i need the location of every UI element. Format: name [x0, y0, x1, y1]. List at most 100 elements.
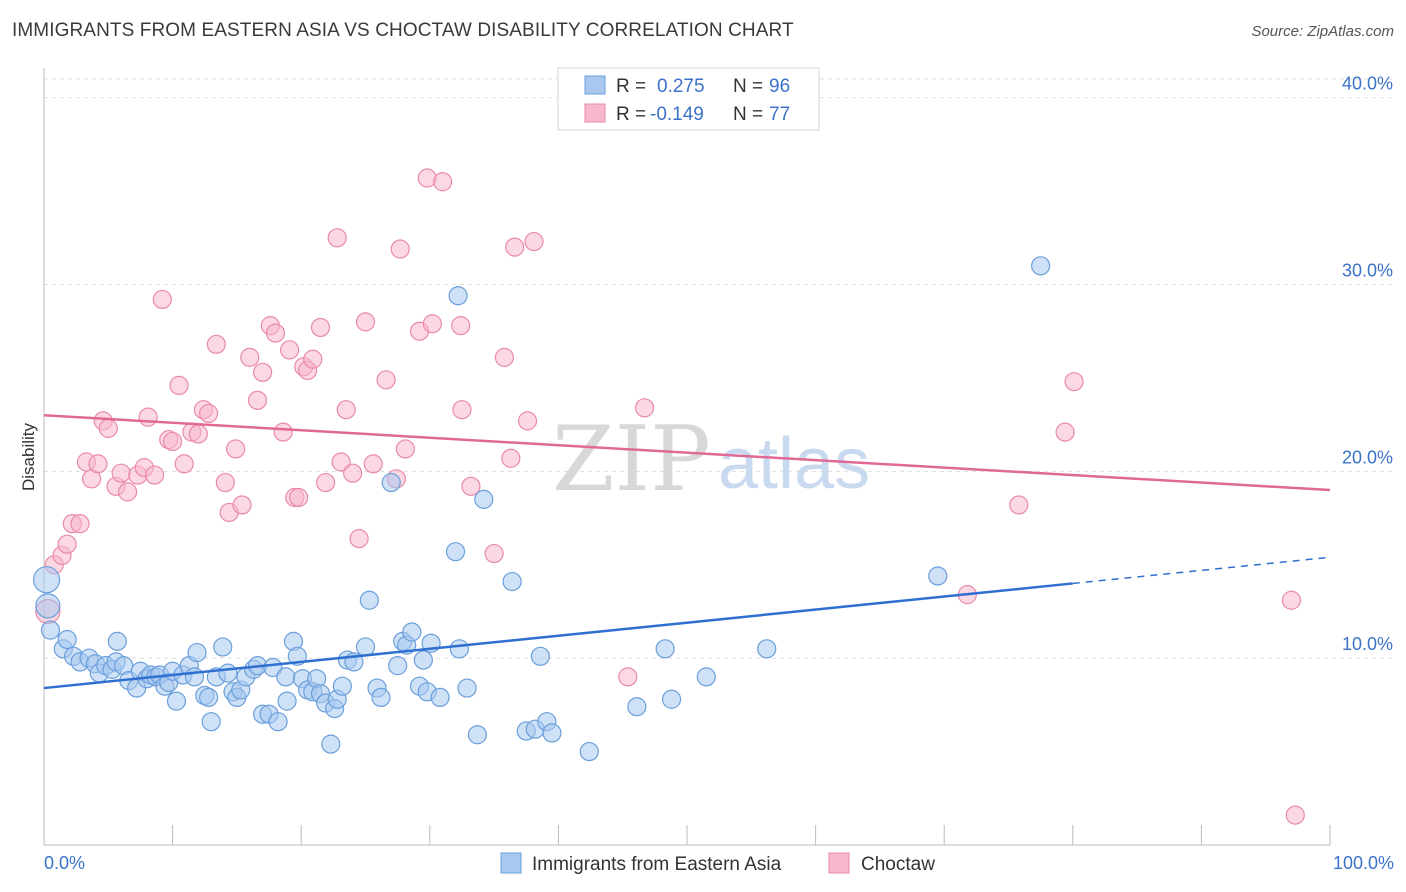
eastern-asia-points: [32, 256, 1051, 762]
choctaw-points: [35, 168, 1305, 825]
data-point: [757, 639, 777, 659]
data-point: [579, 741, 599, 762]
data-point: [107, 631, 127, 651]
data-point: [199, 403, 219, 424]
y-tick-labels: 10.0% 20.0% 30.0% 40.0%: [1342, 74, 1393, 654]
axes: [43, 68, 1331, 846]
data-point: [70, 514, 90, 534]
data-point: [433, 172, 453, 192]
data-point: [542, 723, 562, 743]
data-point: [138, 407, 158, 427]
data-point: [265, 323, 286, 343]
data-point: [1064, 372, 1084, 392]
data-point: [467, 725, 487, 745]
legend-n-label-2: N =: [733, 104, 763, 125]
data-point: [461, 476, 481, 496]
trend-lines: [43, 414, 1331, 690]
data-point: [213, 637, 233, 657]
data-point: [174, 454, 194, 474]
y-tick-label-20: 20.0%: [1342, 447, 1393, 467]
data-point: [376, 370, 396, 390]
series-name-pink: Choctaw: [861, 854, 935, 875]
data-point: [289, 487, 309, 508]
data-point: [484, 543, 504, 564]
data-point: [928, 566, 948, 586]
data-point: [276, 667, 296, 687]
data-point: [40, 620, 61, 640]
x-tick-left: 0.0%: [44, 853, 85, 873]
data-point: [226, 439, 246, 459]
data-point: [371, 687, 391, 708]
data-point: [1031, 256, 1051, 276]
data-point: [215, 472, 235, 493]
data-point: [395, 439, 415, 459]
data-point: [388, 656, 408, 676]
series-swatch-pink: [828, 852, 850, 874]
data-point: [1055, 422, 1075, 442]
data-point: [331, 452, 351, 472]
data-point: [32, 566, 61, 594]
data-point: [263, 657, 283, 678]
data-point: [661, 689, 682, 709]
data-point: [273, 422, 293, 442]
data-point: [343, 463, 363, 483]
data-point: [201, 712, 221, 732]
data-point: [303, 349, 323, 369]
legend-swatch-blue: [584, 75, 606, 95]
data-point: [449, 639, 469, 659]
legend-swatch-pink: [584, 103, 606, 123]
data-point: [502, 571, 522, 592]
data-point: [1009, 495, 1029, 515]
legend-n-value-2: 77: [769, 104, 790, 125]
data-point: [247, 390, 268, 410]
data-point: [474, 489, 494, 509]
data-point: [199, 687, 219, 708]
trend-line-blue: [43, 582, 1073, 690]
data-point: [451, 316, 471, 336]
data-point: [618, 667, 638, 687]
legend-r-label-2: R =: [616, 104, 646, 125]
data-point: [169, 375, 189, 395]
data-point: [206, 334, 226, 354]
data-point: [627, 697, 647, 717]
data-point: [152, 289, 172, 310]
data-point: [218, 663, 238, 683]
data-point: [355, 312, 376, 332]
x-tick-right: 100.0%: [1333, 853, 1394, 873]
y-tick-label-40: 40.0%: [1342, 74, 1393, 94]
data-point: [1281, 590, 1302, 610]
data-point: [355, 637, 376, 657]
data-point: [332, 676, 352, 696]
data-point: [445, 542, 466, 562]
data-point: [494, 347, 514, 367]
data-point: [98, 418, 118, 438]
data-point: [413, 650, 433, 670]
data-point: [268, 712, 288, 732]
watermark-zip: ZIP: [552, 407, 711, 512]
data-point: [517, 411, 538, 431]
data-point: [166, 691, 187, 711]
data-point: [336, 400, 356, 420]
chart-title: IMMIGRANTS FROM EASTERN ASIA VS CHOCTAW …: [12, 20, 794, 41]
watermark-atlas: atlas: [718, 424, 870, 504]
data-point: [117, 482, 138, 502]
data-point: [363, 454, 383, 474]
source-label: Source: ZipAtlas.com: [1251, 23, 1394, 40]
data-point: [253, 362, 273, 382]
data-point: [88, 454, 108, 474]
data-point: [321, 734, 341, 754]
data-point: [187, 642, 207, 663]
data-point: [111, 463, 131, 483]
data-point: [280, 340, 300, 360]
data-point: [634, 398, 655, 418]
data-point: [57, 629, 77, 650]
data-point: [35, 593, 61, 619]
data-point: [57, 534, 77, 554]
data-point: [501, 448, 521, 468]
legend-n-value-1: 96: [769, 76, 790, 97]
data-point: [188, 424, 208, 444]
data-point: [505, 237, 525, 257]
data-point: [327, 228, 347, 248]
data-point: [310, 317, 331, 338]
series-swatch-blue: [500, 852, 522, 874]
